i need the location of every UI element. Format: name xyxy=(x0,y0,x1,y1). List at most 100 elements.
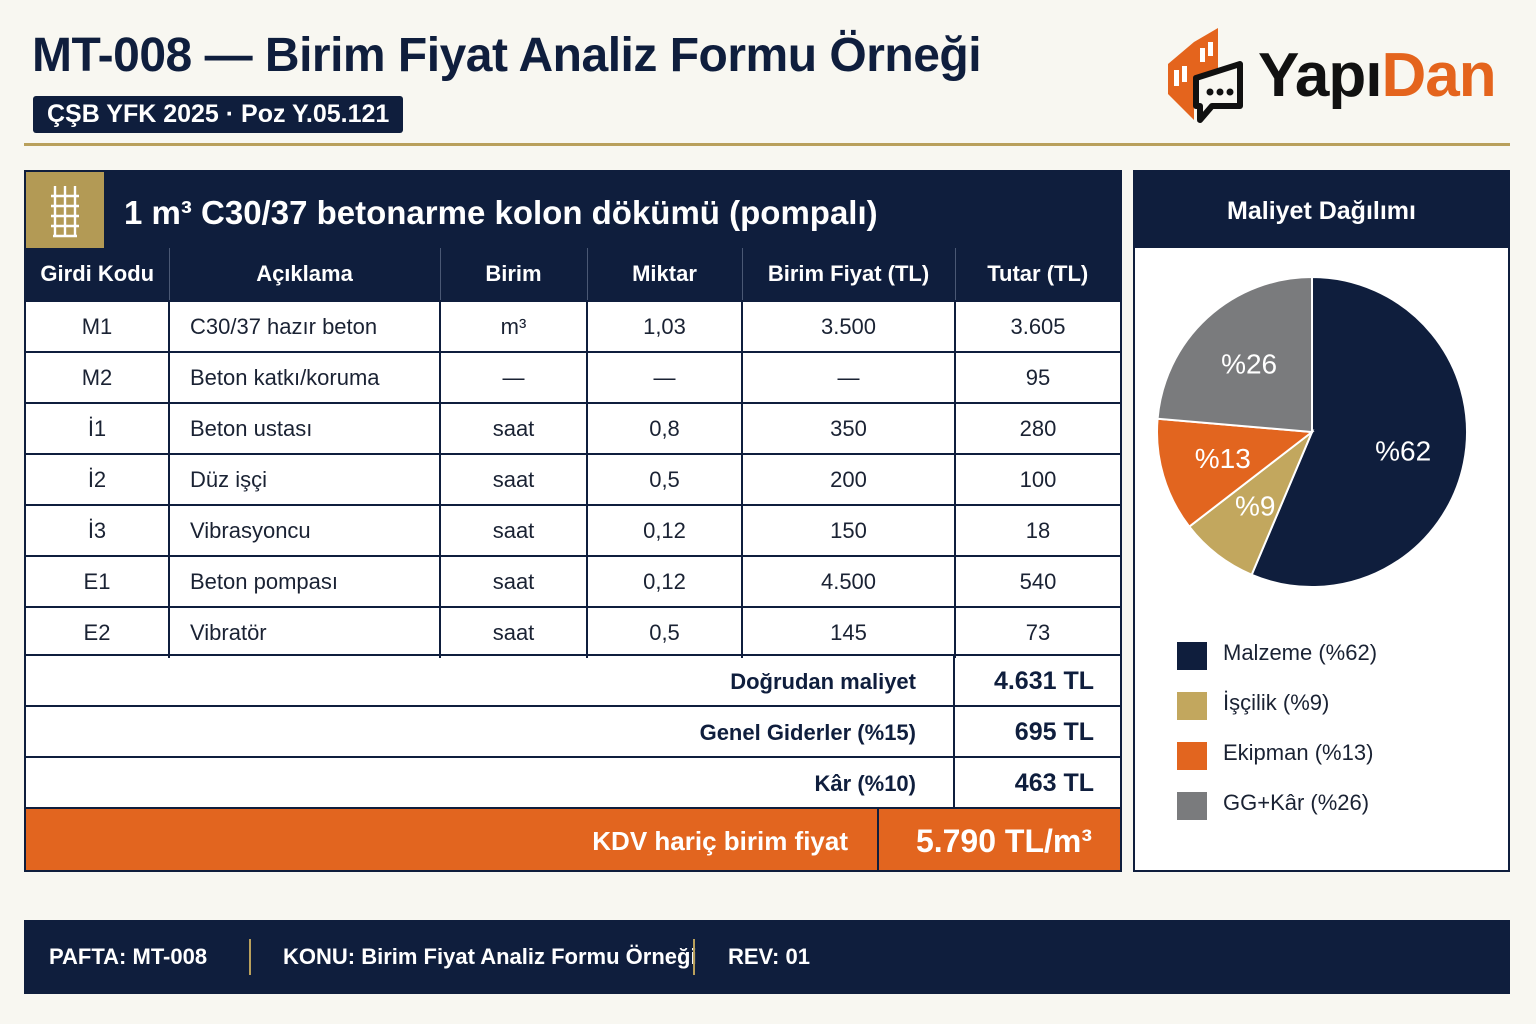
cell-quantity: 0,12 xyxy=(586,555,742,607)
cell-quantity: — xyxy=(586,351,742,403)
column-header-code: Girdi Kodu xyxy=(26,248,169,301)
panel-icon-box xyxy=(26,172,104,248)
cell-amount: 3.605 xyxy=(954,300,1120,352)
summary-value: 463 TL xyxy=(953,758,1120,807)
column-header-unit-price: Birim Fiyat (TL) xyxy=(741,248,955,301)
cell-amount: 95 xyxy=(954,351,1120,403)
legend-label: Ekipman (%13) xyxy=(1223,740,1374,765)
table-row: E2 Vibratör saat 0,5 145 73 xyxy=(26,606,1120,658)
panel-header: 1 m³ C30/37 betonarme kolon dökümü (pomp… xyxy=(26,172,1120,248)
cell-amount: 73 xyxy=(954,606,1120,658)
footer-subject: KONU: Birim Fiyat Analiz Formu Örneği xyxy=(283,944,697,969)
column-header-amount: Tutar (TL) xyxy=(954,248,1120,301)
standard-badge: ÇŞB YFK 2025 · Poz Y.05.121 xyxy=(33,96,404,133)
summary-label: Doğrudan maliyet xyxy=(730,669,916,694)
pie-label-1: %9 xyxy=(1235,491,1275,522)
cell-description: Beton pompası xyxy=(168,555,440,607)
legend-label: İşçilik (%9) xyxy=(1223,690,1330,715)
cell-unit: saat xyxy=(439,453,587,505)
cell-description: Vibrasyoncu xyxy=(168,504,440,556)
pie-label-2: %13 xyxy=(1195,443,1251,474)
table-header-row: Girdi Kodu Açıklama Birim Miktar Birim F… xyxy=(26,248,1120,301)
cell-unit-price: 200 xyxy=(741,453,955,505)
logo-wordmark: YapıDan xyxy=(1258,41,1497,110)
cell-unit: m³ xyxy=(439,300,587,352)
summary-label: Kâr (%10) xyxy=(814,771,916,796)
table-row: M2 Beton katkı/koruma — — — 95 xyxy=(26,351,1120,403)
cell-code: E2 xyxy=(26,606,169,658)
pie-slice-2 xyxy=(1156,417,1315,529)
cell-unit-price: 4.500 xyxy=(741,555,955,607)
footer-revision: REV: 01 xyxy=(728,944,810,969)
gold-divider xyxy=(24,143,1510,146)
total-value: 5.790 TL/m³ xyxy=(877,809,1120,870)
table-row: İ1 Beton ustası saat 0,8 350 280 xyxy=(26,402,1120,454)
column-header-unit: Birim xyxy=(439,248,587,301)
cell-amount: 100 xyxy=(954,453,1120,505)
pie-slice-0 xyxy=(1250,275,1468,588)
cell-code: M2 xyxy=(26,351,169,403)
cell-unit: — xyxy=(439,351,587,403)
cell-description: Beton katkı/koruma xyxy=(168,351,440,403)
cell-unit: saat xyxy=(439,606,587,658)
legend-label: Malzeme (%62) xyxy=(1223,640,1378,665)
cell-quantity: 0,5 xyxy=(586,453,742,505)
cell-amount: 280 xyxy=(954,402,1120,454)
summary-value: 695 TL xyxy=(953,707,1120,756)
footer-sheet: PAFTA: MT-008 xyxy=(49,944,208,969)
footer-separator xyxy=(249,939,251,975)
rebar-column-icon xyxy=(51,186,79,238)
cost-distribution-panel: Maliyet Dağılımı %62 %9 %13 %26 Malzeme (%6… xyxy=(1133,170,1510,872)
cell-unit-price: 150 xyxy=(741,504,955,556)
cell-unit: saat xyxy=(439,504,587,556)
cell-unit-price: — xyxy=(741,351,955,403)
cell-unit-price: 3.500 xyxy=(741,300,955,352)
cell-quantity: 0,8 xyxy=(586,402,742,454)
table-row: M1 C30/37 hazır beton m³ 1,03 3.500 3.60… xyxy=(26,300,1120,352)
legend-swatch xyxy=(1177,792,1207,820)
summary-value: 4.631 TL xyxy=(953,656,1120,705)
cell-description: Beton ustası xyxy=(168,402,440,454)
cell-description: Vibratör xyxy=(168,606,440,658)
pie-slice-3 xyxy=(1156,275,1313,434)
legend-swatch xyxy=(1177,642,1207,670)
summary-row-direct-cost: Doğrudan maliyet 4.631 TL xyxy=(26,654,1120,705)
summary-row-overhead: Genel Giderler (%15) 695 TL xyxy=(26,705,1120,756)
table-row: İ2 Düz işçi saat 0,5 200 100 xyxy=(26,453,1120,505)
brand-logo: YapıDan xyxy=(1162,24,1522,128)
legend-swatch xyxy=(1177,692,1207,720)
pie-label-3: %26 xyxy=(1221,348,1277,379)
cell-quantity: 0,12 xyxy=(586,504,742,556)
total-row: KDV hariç birim fiyat 5.790 TL/m³ xyxy=(26,807,1120,870)
legend-swatch xyxy=(1177,742,1207,770)
summary-label: Genel Giderler (%15) xyxy=(699,720,916,745)
building-chat-icon xyxy=(1168,28,1243,123)
cell-code: İ3 xyxy=(26,504,169,556)
cell-code: İ1 xyxy=(26,402,169,454)
cell-code: E1 xyxy=(26,555,169,607)
total-label: KDV hariç birim fiyat xyxy=(592,826,848,856)
column-header-description: Açıklama xyxy=(168,248,440,301)
cell-code: İ2 xyxy=(26,453,169,505)
cell-unit: saat xyxy=(439,402,587,454)
cell-unit-price: 145 xyxy=(741,606,955,658)
column-header-quantity: Miktar xyxy=(586,248,742,301)
page-title: MT-008 — Birim Fiyat Analiz Formu Örneği xyxy=(32,29,982,82)
table-row: İ3 Vibrasyoncu saat 0,12 150 18 xyxy=(26,504,1120,556)
cell-unit: saat xyxy=(439,555,587,607)
pie-label-0: %62 xyxy=(1375,435,1431,466)
analysis-table: Girdi Kodu Açıklama Birim Miktar Birim F… xyxy=(26,248,1120,658)
cell-code: M1 xyxy=(26,300,169,352)
summary-row-profit: Kâr (%10) 463 TL xyxy=(26,756,1120,807)
cell-quantity: 0,5 xyxy=(586,606,742,658)
cost-pie-chart: %62 %9 %13 %26 xyxy=(1156,275,1468,588)
cell-description: Düz işçi xyxy=(168,453,440,505)
legend-label: GG+Kâr (%26) xyxy=(1223,790,1370,815)
cell-description: C30/37 hazır beton xyxy=(168,300,440,352)
cell-quantity: 1,03 xyxy=(586,300,742,352)
table-row: E1 Beton pompası saat 0,12 4.500 540 xyxy=(26,555,1120,607)
analysis-panel: 1 m³ C30/37 betonarme kolon dökümü (pomp… xyxy=(24,170,1122,872)
cell-unit-price: 350 xyxy=(741,402,955,454)
title-block-footer: PAFTA: MT-008 KONU: Birim Fiyat Analiz F… xyxy=(24,920,1510,994)
analysis-title: 1 m³ C30/37 betonarme kolon dökümü (pomp… xyxy=(124,194,878,231)
